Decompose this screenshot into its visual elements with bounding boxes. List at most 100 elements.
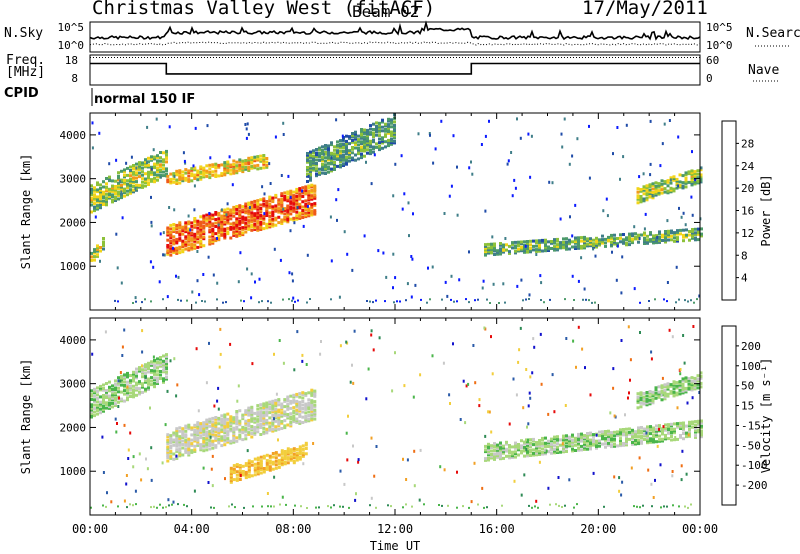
- heatmap-cell: [345, 162, 348, 166]
- heatmap-cell: [387, 128, 390, 132]
- heatmap-cell: [508, 451, 511, 454]
- freq-left-tick: 18: [65, 54, 78, 67]
- scatter-cell: [649, 162, 652, 166]
- heatmap-cell: [217, 236, 221, 240]
- heatmap-cell: [526, 250, 529, 254]
- heatmap-power: [90, 113, 703, 304]
- heatmap-cell: [663, 383, 667, 387]
- heatmap-cell: [178, 176, 182, 180]
- heatmap-cell: [253, 457, 257, 461]
- heatmap-cell: [250, 414, 254, 418]
- heatmap-cell: [610, 445, 613, 449]
- heatmap-cell: [229, 163, 233, 167]
- heatmap-cell: [667, 426, 670, 430]
- x-tick-label: 12:00: [377, 522, 413, 536]
- scatter-cell: [490, 335, 492, 339]
- heatmap-cell: [304, 411, 308, 415]
- heatmap-cell: [378, 123, 381, 127]
- freq-right-tick: 60: [706, 54, 719, 67]
- heatmap-cell: [223, 173, 227, 177]
- heatmap-cell: [679, 423, 682, 427]
- heatmap-cell: [292, 461, 296, 465]
- heatmap-cell: [271, 419, 275, 422]
- heatmap-cell: [333, 164, 336, 168]
- heatmap-cell: [622, 431, 625, 435]
- heatmap-cell: [643, 238, 646, 242]
- heatmap-cell: [571, 447, 574, 451]
- heatmap-cell: [93, 414, 96, 418]
- heatmap-cell: [108, 194, 111, 198]
- clutter-cell: [441, 298, 443, 301]
- scatter-cell: [561, 442, 564, 446]
- heatmap-cell: [289, 394, 293, 398]
- heatmap-cell: [220, 233, 224, 237]
- heatmap-cell: [658, 235, 661, 239]
- heatmap-cell: [268, 411, 272, 415]
- heatmap-cell: [306, 153, 309, 157]
- heatmap-cell: [190, 433, 194, 437]
- heatmap-cell: [247, 160, 251, 164]
- heatmap-cell: [577, 236, 580, 240]
- scatter-cell: [658, 427, 660, 431]
- heatmap-cell: [277, 417, 281, 421]
- heatmap-cell: [651, 184, 655, 187]
- heatmap-cell: [298, 406, 302, 410]
- heatmap-cell: [175, 173, 179, 177]
- heatmap-cell: [96, 197, 99, 201]
- heatmap-cell: [123, 373, 126, 377]
- heatmap-cell: [244, 462, 248, 466]
- heatmap-cell: [205, 422, 209, 426]
- heatmap-cell: [499, 455, 502, 459]
- heatmap-cell: [655, 429, 658, 433]
- heatmap-cell: [241, 159, 245, 163]
- heatmap-cell: [250, 207, 254, 211]
- heatmap-cell: [253, 222, 257, 226]
- heatmap-cell: [250, 165, 254, 168]
- heatmap-cell: [298, 213, 302, 217]
- heatmap-cell: [150, 383, 153, 387]
- heatmap-cell: [235, 165, 239, 169]
- heatmap-cell: [268, 195, 272, 199]
- heatmap-cell: [520, 240, 523, 244]
- heatmap-cell: [147, 367, 150, 370]
- scatter-cell: [168, 125, 171, 129]
- scatter-cell: [164, 423, 167, 427]
- heatmap-cell: [363, 137, 366, 141]
- heatmap-cell: [202, 226, 206, 230]
- heatmap-cell: [532, 248, 535, 252]
- heatmap-cell: [280, 459, 284, 463]
- heatmap-cell: [565, 439, 568, 443]
- heatmap-cell: [232, 435, 236, 439]
- heatmap-cell: [699, 175, 703, 179]
- heatmap-cell: [274, 452, 278, 456]
- heatmap-cell: [150, 370, 153, 374]
- scatter-cell: [155, 117, 158, 121]
- heatmap-cell: [274, 195, 278, 199]
- heatmap-cell: [505, 248, 508, 252]
- heatmap-cell: [672, 178, 676, 182]
- heatmap-cell: [208, 239, 212, 242]
- heatmap-cell: [181, 232, 185, 236]
- heatmap-cell: [544, 240, 547, 244]
- heatmap-cell: [307, 207, 311, 211]
- heatmap-cell: [111, 391, 114, 395]
- heatmap-cell: [622, 443, 625, 447]
- heatmap-cell: [324, 147, 327, 151]
- heatmap-cell: [280, 456, 284, 460]
- scatter-cell: [273, 417, 275, 421]
- heatmap-cell: [244, 223, 248, 227]
- heatmap-cell: [259, 217, 263, 221]
- clutter-cell: [636, 505, 638, 508]
- heatmap-cell: [253, 157, 257, 161]
- scatter-cell: [458, 278, 461, 282]
- heatmap-cell: [604, 445, 607, 449]
- scatter-cell: [141, 350, 144, 354]
- heatmap-cell: [226, 160, 230, 164]
- heatmap-cell: [178, 454, 182, 458]
- scatter-cell: [448, 194, 451, 198]
- heatmap-cell: [679, 434, 682, 437]
- heatmap-cell: [559, 242, 562, 246]
- scatter-cell: [116, 422, 118, 425]
- heatmap-cell: [679, 228, 682, 232]
- heatmap-cell: [678, 392, 682, 396]
